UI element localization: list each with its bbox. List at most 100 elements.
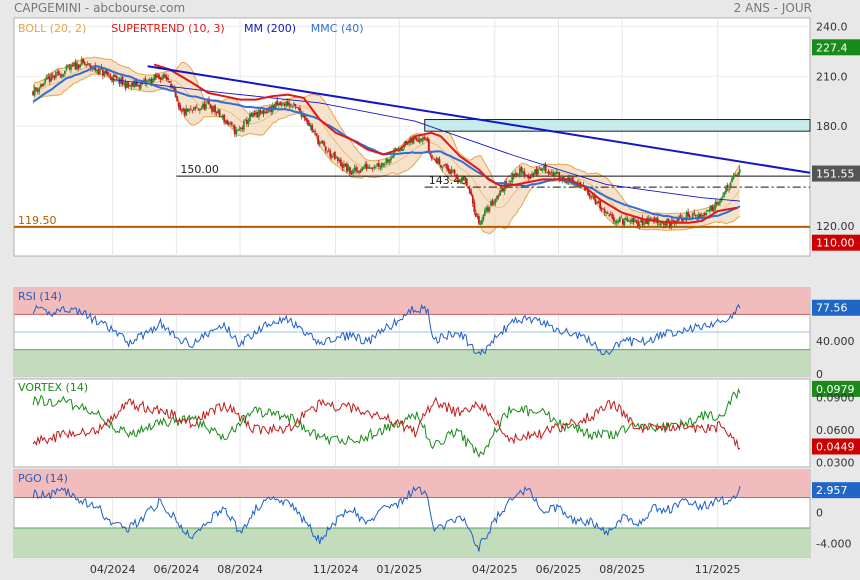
candle-body	[151, 78, 154, 83]
candle-body	[534, 169, 536, 175]
candle-body	[517, 174, 520, 176]
candle-body	[622, 218, 624, 225]
candle-body	[315, 133, 318, 136]
candle-body	[183, 109, 186, 115]
candle-body	[83, 62, 86, 65]
rsi-y-tick: 0	[816, 368, 823, 381]
candle-body	[280, 102, 283, 107]
candle-body	[261, 111, 263, 113]
candle-body	[194, 107, 197, 109]
candle-body	[158, 74, 160, 79]
candle-body	[98, 68, 101, 75]
candle-body	[211, 107, 213, 112]
candle-body	[540, 168, 542, 171]
candle-body	[299, 107, 301, 112]
candle-body	[291, 105, 294, 107]
candle-body	[405, 140, 407, 144]
candle-body	[259, 110, 262, 114]
candle-body	[326, 150, 329, 152]
x-tick-label: 01/2025	[376, 563, 422, 576]
candle-body	[292, 103, 295, 105]
candle-body	[455, 174, 458, 178]
candle-body	[88, 63, 91, 65]
candle-body	[191, 109, 194, 111]
candle-body	[509, 180, 512, 183]
candle-body	[735, 174, 738, 176]
candle-body	[273, 105, 276, 108]
candle-body	[195, 107, 198, 109]
candle-body	[719, 201, 721, 204]
candle-body	[343, 163, 345, 168]
candle-body	[464, 179, 467, 181]
candle-body	[608, 215, 611, 216]
candle-body	[685, 212, 688, 220]
candle-body	[722, 195, 724, 198]
candle-body	[380, 162, 383, 168]
candle-body	[356, 170, 359, 172]
vortex-plus-line	[32, 387, 741, 459]
candle-body	[73, 63, 75, 66]
candle-body	[115, 75, 118, 78]
candle-body	[421, 138, 424, 142]
candle-body	[729, 182, 732, 188]
candle-body	[159, 77, 162, 80]
candle-body	[236, 130, 239, 132]
candle-body	[599, 200, 602, 209]
candle-body	[217, 110, 219, 114]
legend-mmc: MMC (40)	[311, 22, 364, 35]
candle-body	[200, 108, 203, 110]
candle-body	[552, 172, 555, 176]
candle-body	[676, 219, 679, 222]
candle-body	[35, 87, 38, 90]
candle-body	[362, 168, 365, 170]
candle-body	[253, 113, 256, 116]
candle-body	[670, 220, 673, 227]
candle-body	[518, 168, 521, 177]
candle-body	[174, 88, 177, 97]
candle-body	[44, 79, 47, 83]
candle-body	[447, 168, 450, 172]
candle-body	[490, 201, 492, 206]
candle-body	[637, 220, 639, 227]
candle-body	[679, 215, 682, 217]
candle-body	[438, 158, 441, 164]
candle-body	[101, 69, 104, 76]
price-y-tick: 180.0	[816, 120, 848, 133]
candle-body	[161, 77, 163, 81]
candle-body	[117, 77, 119, 79]
candle-body	[515, 172, 518, 176]
candle-body	[556, 171, 559, 174]
candle-body	[611, 214, 614, 219]
candle-body	[33, 87, 36, 96]
candle-body	[303, 115, 306, 119]
candle-body	[41, 83, 44, 87]
candle-body	[626, 219, 629, 221]
candle-body	[186, 108, 189, 112]
candle-body	[86, 63, 89, 66]
candle-body	[379, 165, 382, 168]
candle-body	[426, 138, 429, 141]
price-badge	[812, 39, 860, 56]
candle-body	[364, 164, 367, 169]
candle-body	[245, 119, 248, 124]
candle-body	[167, 78, 169, 80]
candle-body	[737, 172, 740, 176]
candle-body	[162, 73, 165, 79]
candle-body	[635, 220, 638, 223]
candle-body	[614, 222, 617, 224]
candle-body	[56, 72, 59, 74]
candle-body	[512, 174, 515, 178]
candle-body	[226, 119, 229, 125]
candle-body	[330, 155, 333, 158]
candle-body	[318, 142, 321, 145]
candle-body	[433, 158, 436, 160]
candle-body	[547, 170, 550, 174]
candle-body	[312, 131, 315, 133]
candle-body	[244, 119, 247, 121]
supertrend-line	[153, 63, 737, 224]
candle-body	[265, 111, 268, 114]
candle-body	[406, 143, 409, 145]
candle-body	[484, 209, 486, 216]
